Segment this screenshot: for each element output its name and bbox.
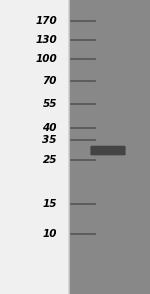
Text: 55: 55: [42, 99, 57, 109]
Text: 15: 15: [42, 199, 57, 209]
Text: 10: 10: [42, 229, 57, 239]
Text: 35: 35: [42, 135, 57, 145]
Text: 40: 40: [42, 123, 57, 133]
Text: 100: 100: [35, 54, 57, 64]
FancyBboxPatch shape: [91, 146, 125, 155]
Text: 70: 70: [42, 76, 57, 86]
Text: 130: 130: [35, 35, 57, 45]
Text: 25: 25: [42, 155, 57, 165]
Bar: [0, 0, 69, 294]
Bar: [69, 0, 150, 294]
Text: 170: 170: [35, 16, 57, 26]
